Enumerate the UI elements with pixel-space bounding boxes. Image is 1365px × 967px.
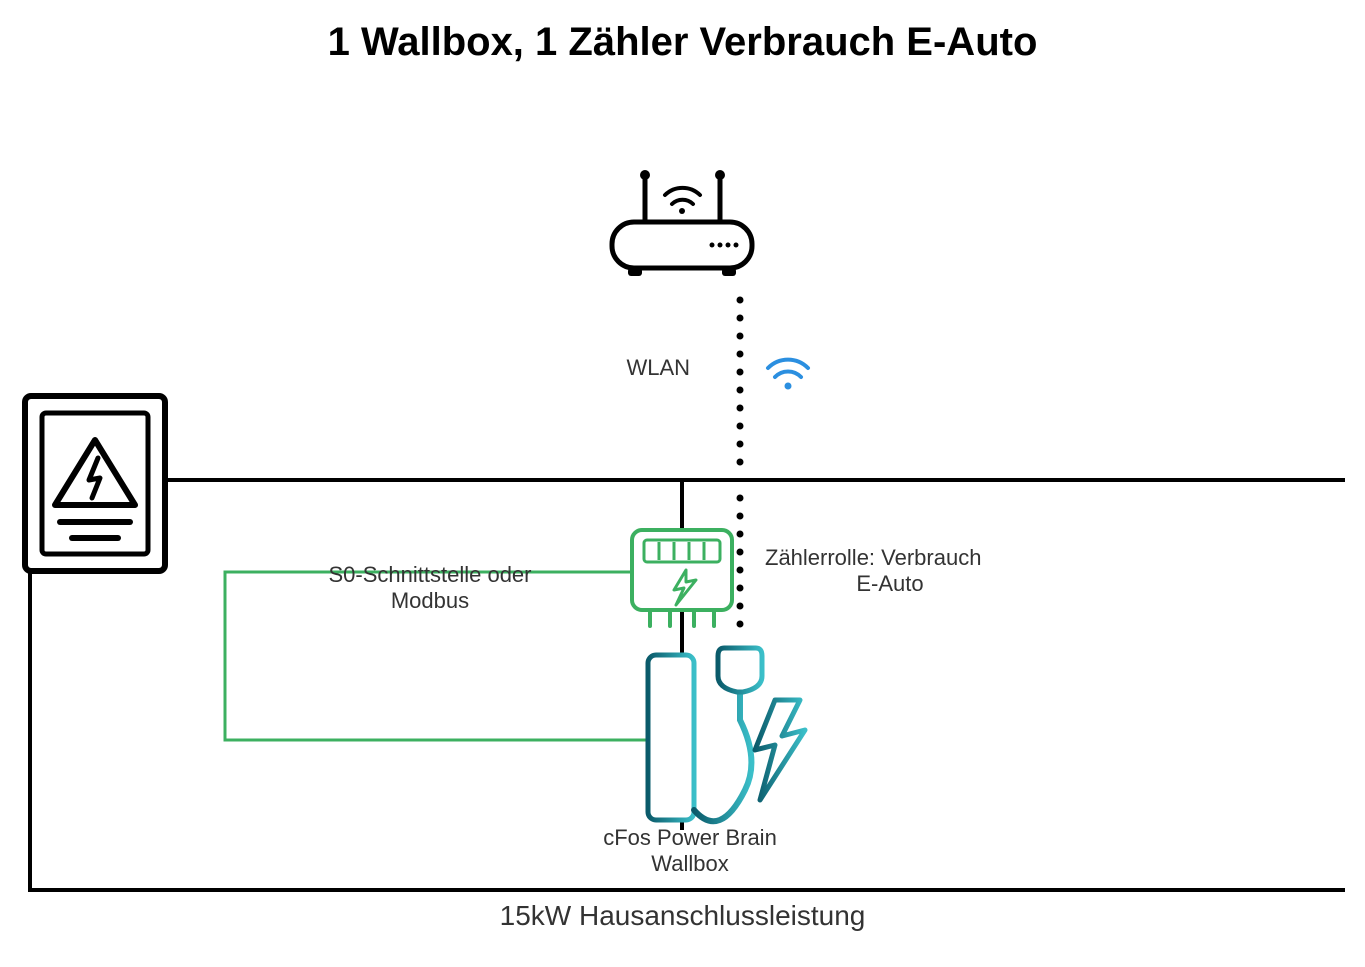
meter-role-l1: Zählerrolle: Verbrauch [765, 545, 981, 570]
wallbox-icon [648, 648, 805, 821]
bottom-label: 15kW Hausanschlussleistung [0, 900, 1365, 932]
s0-label: S0-Schnittstelle oder Modbus [290, 562, 570, 614]
meter-role-label: Zählerrolle: Verbrauch E-Auto [765, 545, 1015, 597]
router-icon [612, 170, 752, 276]
wallbox-label: cFos Power Brain Wallbox [580, 825, 800, 877]
wallbox-l1: cFos Power Brain [603, 825, 777, 850]
s0-l1: S0-Schnittstelle oder [329, 562, 532, 587]
s0-l2: Modbus [391, 588, 469, 613]
wlan-label: WLAN [590, 355, 690, 381]
dotted-line-upper [737, 297, 744, 466]
meter-role-l2: E-Auto [765, 571, 1015, 597]
electrical-panel-icon [25, 396, 165, 571]
wifi-icon [768, 360, 808, 390]
wiring-diagram [0, 0, 1365, 967]
dotted-line-lower [737, 495, 744, 628]
meter-icon [632, 530, 732, 626]
wallbox-l2: Wallbox [651, 851, 728, 876]
